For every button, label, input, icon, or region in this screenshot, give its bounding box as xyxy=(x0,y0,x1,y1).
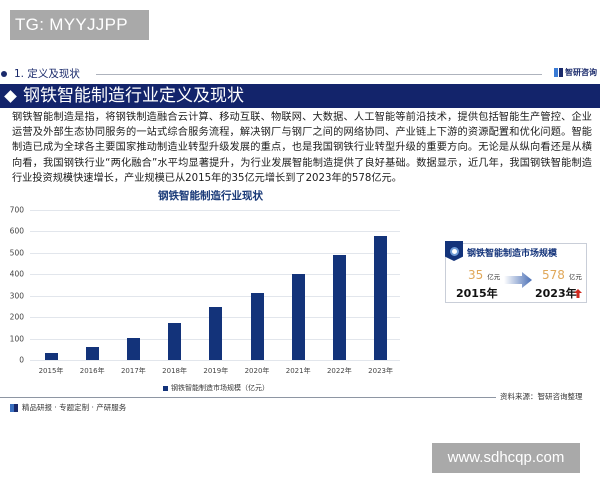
bar-2021年 xyxy=(291,273,305,360)
brand-name: 智研咨询 xyxy=(565,68,597,77)
x-axis-tick: 2020年 xyxy=(244,367,270,375)
x-axis-tick: 2019年 xyxy=(203,367,229,375)
section-header: 1. 定义及现状 智研咨询 xyxy=(0,66,600,82)
bar-2017年 xyxy=(126,337,140,360)
bar-2015年 xyxy=(44,352,58,360)
section-divider xyxy=(96,74,542,75)
diamond-icon xyxy=(4,89,17,103)
legend-swatch-icon xyxy=(163,385,168,391)
bar-2019年 xyxy=(209,307,223,360)
bullet-dot-icon xyxy=(1,71,7,77)
bar-2022年 xyxy=(332,254,346,360)
y-axis-tick: 400 xyxy=(9,269,24,279)
gridline xyxy=(30,252,400,254)
footer-tagline-group: 精品研报 · 专题定制 · 产研服务 xyxy=(10,402,126,413)
market-size-card: 钢铁智能制造市场规模 35 亿元 2015年 578 亿元 2023年 xyxy=(445,241,587,303)
brand-logo-group: 智研咨询 xyxy=(554,67,597,78)
x-axis-tick: 2018年 xyxy=(162,367,187,375)
start-value: 35 亿元 xyxy=(468,268,501,282)
legend-label: 钢铁智能制造市场规模（亿元） xyxy=(171,384,269,392)
x-axis-tick: 2022年 xyxy=(326,367,352,375)
trend-up-icon xyxy=(574,289,582,298)
gridline xyxy=(30,360,400,361)
chart-title: 钢铁智能制造行业现状 xyxy=(158,190,263,202)
bar-2016年 xyxy=(85,346,99,360)
bar-chart: 0 100 200 300 400 500 600 700 2015年 2016年 2017年 201… xyxy=(0,200,420,400)
end-value: 578 亿元 xyxy=(542,268,582,282)
x-axis-tick: 2015年 xyxy=(38,367,64,375)
gridline xyxy=(30,231,400,233)
gridline xyxy=(30,210,400,211)
market-badge-icon xyxy=(445,241,463,261)
bar-2023年 xyxy=(374,236,388,360)
market-card-title: 钢铁智能制造市场规模 xyxy=(467,249,558,259)
page-title-bar: 钢铁智能制造行业定义及现状 xyxy=(0,84,600,108)
y-axis-tick: 100 xyxy=(9,334,24,344)
bar-2020年 xyxy=(250,293,264,360)
end-year: 2023年 xyxy=(535,287,577,300)
footer-divider xyxy=(0,397,496,398)
footer-logo-icon xyxy=(10,403,18,412)
y-axis-tick: 0 xyxy=(19,355,24,365)
page-title: 钢铁智能制造行业定义及现状 xyxy=(23,86,244,106)
y-axis-tick: 300 xyxy=(9,291,24,301)
arrow-right-icon xyxy=(504,272,532,288)
x-axis-tick: 2016年 xyxy=(79,367,105,375)
brand-logo-icon xyxy=(554,68,563,77)
start-year: 2015年 xyxy=(456,287,498,300)
y-axis-tick: 500 xyxy=(9,248,24,258)
section-label: 1. 定义及现状 xyxy=(14,68,80,80)
gridline xyxy=(30,295,400,297)
bar-2018年 xyxy=(168,323,182,360)
tg-watermark-badge: TG: MYYJJPP xyxy=(10,10,149,40)
data-source: 资料来源：智研咨询整理 xyxy=(500,392,583,401)
market-card-header: 钢铁智能制造市场规模 xyxy=(445,241,586,261)
intro-paragraph: 钢铁智能制造是指，将钢铁制造融合云计算、移动互联、物联网、大数据、人工智能等前沿… xyxy=(12,112,592,184)
y-axis-tick: 600 xyxy=(9,226,24,236)
footer-tagline: 精品研报 · 专题定制 · 产研服务 xyxy=(22,403,127,412)
chart-legend: 钢铁智能制造市场规模（亿元） xyxy=(163,383,269,393)
x-axis-tick: 2021年 xyxy=(285,367,311,375)
url-watermark-badge: www.sdhcqp.com xyxy=(432,443,580,473)
y-axis-tick: 200 xyxy=(9,312,24,322)
y-axis-tick: 700 xyxy=(9,205,24,215)
x-axis-tick: 2017年 xyxy=(120,367,146,375)
x-axis-tick: 2023年 xyxy=(368,367,393,375)
gridline xyxy=(30,274,400,276)
